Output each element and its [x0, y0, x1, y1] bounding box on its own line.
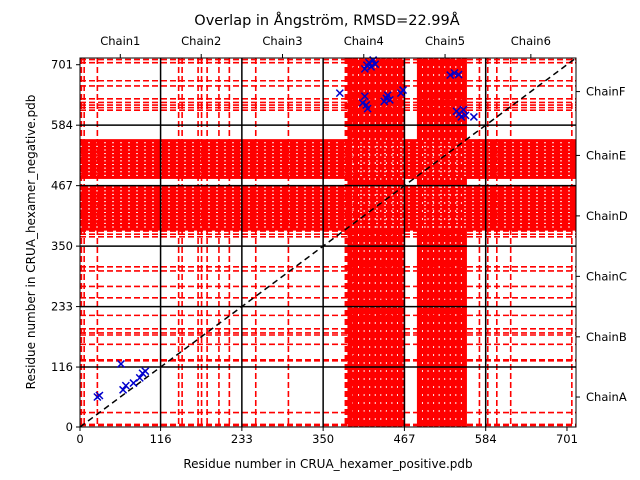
x-marker-stroke	[358, 98, 367, 107]
x-marker	[461, 111, 470, 120]
x-tick-label: 0	[76, 432, 83, 446]
y-axis: 0 116 233 350 467 584 701	[51, 58, 80, 434]
x-marker-stroke	[385, 95, 394, 104]
x-marker	[459, 105, 468, 114]
x-marker-stroke	[461, 111, 470, 120]
x-marker	[141, 367, 150, 376]
x-marker	[385, 95, 394, 104]
chart-title: Overlap in Ångström, RMSD=22.99Å	[194, 12, 459, 29]
top-chain-label: Chain1	[100, 34, 140, 48]
x-marker-stroke	[360, 92, 369, 101]
plot-area	[79, 56, 577, 428]
x-marker-stroke	[454, 70, 463, 79]
y-tick-label: 701	[51, 58, 73, 72]
right-chain-axis: ChainA ChainB ChainC ChainD ChainE ChainF	[576, 85, 628, 404]
x-marker	[446, 71, 455, 80]
x-marker-stroke	[129, 379, 138, 388]
x-marker-stroke	[364, 58, 374, 67]
x-marker	[135, 373, 144, 382]
x-marker-stroke	[362, 100, 371, 110]
x-marker-stroke	[469, 112, 478, 121]
right-chain-label: ChainD	[586, 209, 628, 223]
overlap-band-y-2	[80, 139, 576, 179]
top-chain-label: Chain4	[344, 34, 384, 48]
right-chain-label: ChainA	[586, 390, 627, 404]
y-tick-label: 0	[66, 420, 73, 434]
x-marker-stroke	[121, 381, 130, 390]
x-marker-stroke	[446, 71, 455, 80]
top-chain-label: Chain3	[262, 34, 302, 48]
x-axis: 0 116 233 350 467 584 701	[76, 427, 578, 446]
x-marker	[335, 89, 344, 98]
y-tick-label: 467	[51, 179, 73, 193]
top-chain-label: Chain2	[181, 34, 221, 48]
x-marker-stroke	[135, 373, 144, 382]
y-tick-label: 584	[51, 118, 73, 132]
x-marker-stroke	[398, 86, 408, 95]
x-marker-stroke	[119, 385, 128, 394]
right-chain-label: ChainF	[586, 85, 625, 99]
plot-frame	[79, 57, 577, 428]
x-marker	[383, 91, 392, 100]
right-chain-label: ChainB	[586, 330, 627, 344]
x-marker-stroke	[383, 91, 392, 100]
x-tick-label: 233	[231, 432, 253, 446]
x-marker-stroke	[450, 68, 459, 78]
x-marker-stroke	[95, 391, 104, 400]
x-marker	[119, 385, 128, 394]
x-marker-stroke	[459, 105, 468, 114]
x-marker-stroke	[141, 367, 150, 376]
y-tick-label: 116	[51, 360, 73, 374]
right-chain-label: ChainE	[586, 148, 626, 162]
x-marker	[367, 62, 376, 71]
x-marker	[398, 86, 408, 95]
x-marker	[454, 70, 463, 79]
x-marker-stroke	[367, 62, 376, 71]
overlap-band-x-1	[347, 58, 406, 427]
x-marker	[364, 58, 374, 67]
x-marker	[371, 60, 380, 69]
top-chain-label: Chain5	[425, 34, 465, 48]
x-marker-stroke	[116, 359, 126, 368]
x-marker	[360, 92, 369, 101]
right-chain-label: ChainC	[586, 269, 627, 283]
x-tick-label: 584	[475, 432, 497, 446]
x-tick-label: 467	[393, 432, 415, 446]
diagonal-reference-line	[79, 57, 577, 428]
x-marker	[129, 379, 138, 388]
y-axis-label: Residue number in CRUA_hexamer_negative.…	[24, 95, 38, 390]
y-tick-label: 350	[51, 239, 73, 253]
x-marker	[116, 359, 126, 368]
top-chain-axis: Chain1 Chain2 Chain3 Chain4 Chain5 Chain6	[100, 34, 551, 58]
x-marker-stroke	[335, 89, 344, 98]
x-tick-label: 116	[150, 432, 172, 446]
x-marker	[121, 381, 130, 390]
x-marker	[469, 112, 478, 121]
x-marker	[363, 104, 372, 113]
x-marker	[95, 391, 104, 400]
x-tick-label: 350	[312, 432, 334, 446]
x-axis-label: Residue number in CRUA_hexamer_positive.…	[183, 457, 472, 471]
y-tick-label: 233	[51, 300, 73, 314]
x-tick-label: 701	[556, 432, 578, 446]
x-marker-stroke	[363, 104, 372, 113]
top-chain-label: Chain6	[511, 34, 551, 48]
x-marker-stroke	[371, 60, 380, 69]
